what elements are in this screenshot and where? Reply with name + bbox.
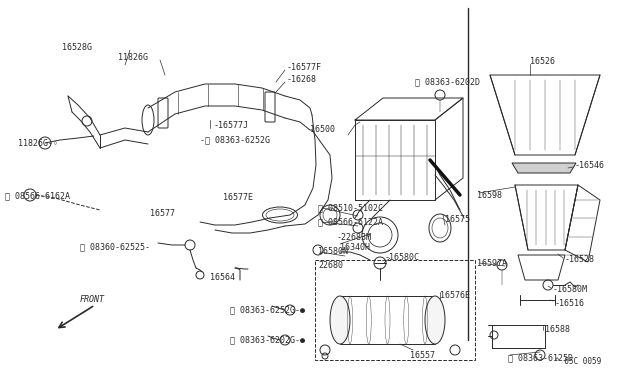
Text: -16516: -16516 — [555, 298, 585, 308]
Text: -16580M: -16580M — [553, 285, 588, 295]
Text: 16576E: 16576E — [440, 291, 470, 299]
Text: 16577: 16577 — [150, 208, 175, 218]
Text: 16575: 16575 — [445, 215, 470, 224]
Text: -16580C: -16580C — [385, 253, 420, 263]
Text: Ⓢ 08363-6202G-●: Ⓢ 08363-6202G-● — [230, 336, 305, 344]
Polygon shape — [512, 163, 576, 173]
Text: 22680: 22680 — [318, 260, 343, 269]
Text: -16577J: -16577J — [214, 121, 249, 129]
Text: Ⓢ 08360-62525-: Ⓢ 08360-62525- — [80, 243, 150, 251]
Text: FRONT: FRONT — [80, 295, 105, 305]
Text: 11826G: 11826G — [118, 54, 148, 62]
Text: 16564: 16564 — [210, 273, 235, 282]
Text: -16546: -16546 — [575, 160, 605, 170]
Text: Ⓢ 08363-6125D: Ⓢ 08363-6125D — [508, 353, 573, 362]
Text: 11826G-◦: 11826G-◦ — [18, 138, 58, 148]
Text: -22683M: -22683M — [337, 234, 372, 243]
Text: -16577F: -16577F — [287, 64, 322, 73]
Text: Ⓢ 08566-6122A: Ⓢ 08566-6122A — [318, 218, 383, 227]
Text: 16588: 16588 — [545, 326, 570, 334]
Text: Ⓢ 08363-6202D: Ⓢ 08363-6202D — [415, 77, 480, 87]
Text: -16268: -16268 — [287, 76, 317, 84]
Ellipse shape — [330, 296, 350, 344]
Text: 16528G: 16528G — [62, 42, 92, 51]
Text: Ⓢ 08566-6162A: Ⓢ 08566-6162A — [5, 192, 70, 201]
Ellipse shape — [425, 296, 445, 344]
Bar — [315, 260, 475, 360]
Text: 16500: 16500 — [310, 125, 335, 135]
Text: 16580N: 16580N — [318, 247, 348, 257]
Text: 16598: 16598 — [477, 190, 502, 199]
Text: 16340H: 16340H — [340, 244, 370, 253]
Text: -Ⓢ 08363-6252G: -Ⓢ 08363-6252G — [200, 135, 270, 144]
Text: 16577E: 16577E — [223, 192, 253, 202]
Text: 16597A: 16597A — [477, 259, 507, 267]
Text: Ⓢ 08510-5102C: Ⓢ 08510-5102C — [318, 203, 383, 212]
Text: 16526: 16526 — [530, 58, 555, 67]
Text: -16528: -16528 — [565, 256, 595, 264]
Text: 16557: 16557 — [410, 350, 435, 359]
Text: Ⓢ 08363-6252G-●: Ⓢ 08363-6252G-● — [230, 305, 305, 314]
Text: ^ 65C 0059: ^ 65C 0059 — [555, 357, 601, 366]
